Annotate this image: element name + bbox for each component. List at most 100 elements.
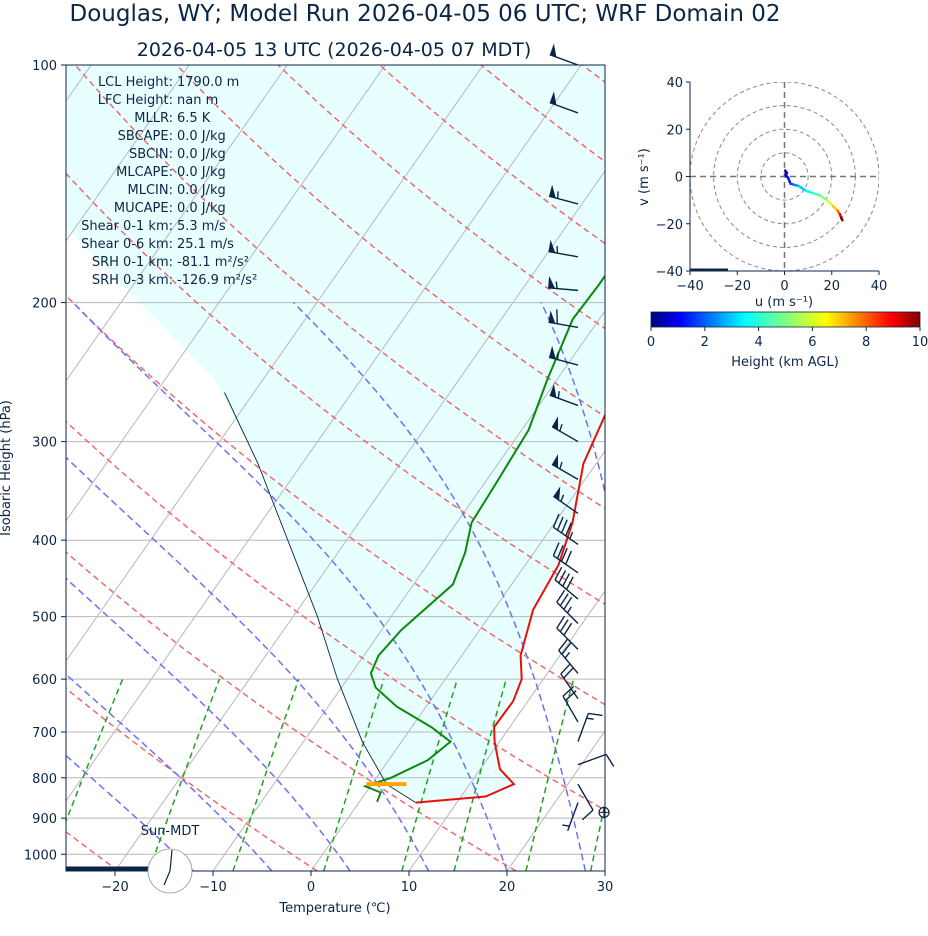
barb-staff — [577, 753, 607, 766]
y-tick-label: 1000 — [24, 848, 57, 863]
isotherm-line — [506, 730, 605, 871]
barb-flag — [549, 91, 557, 106]
wind-barb — [577, 783, 594, 821]
barb-flag — [548, 275, 556, 289]
barb-full — [605, 754, 615, 767]
wind-barb — [551, 454, 579, 481]
parcel-profile-line — [224, 392, 416, 803]
wind-barb — [548, 239, 579, 258]
barb-half — [569, 531, 574, 539]
stat-value: 0.0 J/kg — [177, 147, 226, 162]
barb-full — [556, 516, 564, 531]
stat-label: LCL Height: — [98, 75, 173, 90]
barb-staff — [577, 783, 594, 811]
barb-flag — [549, 184, 556, 199]
hodograph-y-tick-label: 0 — [675, 171, 683, 186]
isotherm-line — [703, 65, 928, 871]
y-tick-label: 400 — [32, 534, 57, 549]
barb-full — [588, 712, 603, 717]
stat-value: 1790.0 m — [177, 75, 239, 90]
stat-label: LFC Height: — [98, 93, 173, 108]
stat-label: SRH 0-1 km: — [92, 255, 173, 270]
wind-barb — [549, 383, 579, 407]
y-tick-label: 700 — [32, 726, 57, 741]
hodograph-y-tick-label: 40 — [666, 76, 683, 91]
barb-half — [559, 461, 563, 470]
isobar-lines — [66, 65, 605, 855]
mixing-ratio-line — [66, 678, 124, 824]
barb-staff — [552, 495, 579, 515]
dry-adiabat-line — [66, 551, 517, 871]
stat-value: 0.0 J/kg — [177, 165, 226, 180]
y-tick-label: 600 — [32, 673, 57, 688]
barb-flag — [548, 239, 556, 253]
height-colorbar: 0 2 4 6 8 10 Height (km AGL) — [647, 311, 928, 370]
hodograph-y-tick-label: 20 — [666, 123, 683, 138]
isotherm-line — [114, 170, 605, 871]
isotherm-line — [310, 450, 605, 871]
stat-label: Shear 0-6 km: — [81, 237, 173, 252]
colorbar-tick-label: 6 — [808, 335, 816, 350]
barb-full — [565, 576, 574, 590]
barb-full — [563, 596, 573, 610]
wind-barb — [562, 685, 579, 723]
barb-full — [581, 809, 594, 821]
wind-barb — [552, 486, 579, 515]
barb-flag — [549, 383, 557, 398]
figure-subtitle: 2026-04-05 13 UTC (2026-04-05 07 MDT) — [137, 39, 532, 61]
dry-adiabat-line — [581, 65, 605, 84]
dry-adiabat-line — [176, 65, 605, 418]
barb-staff — [551, 425, 579, 443]
sun-clock-label: Sun-MDT — [141, 824, 200, 839]
stat-label: Shear 0-1 km: — [81, 219, 173, 234]
isotherm-line — [66, 65, 190, 242]
moist-adiabat-line — [540, 302, 605, 496]
clock-minute-hand — [169, 849, 173, 872]
colorbar-tick-label: 8 — [862, 335, 870, 350]
barb-full — [554, 566, 563, 581]
barb-half — [564, 652, 571, 659]
wind-barb — [560, 663, 579, 700]
hodograph-segment — [797, 184, 808, 192]
x-tick-label: 0 — [307, 880, 315, 895]
hodograph-y-label: v (m s⁻¹) — [637, 148, 652, 206]
barb-flag — [549, 43, 557, 58]
stat-label: SBCIN: — [129, 147, 173, 162]
stat-value: -126.9 m²/s² — [177, 273, 257, 288]
barb-full — [558, 638, 569, 651]
colorbar-label: Height (km AGL) — [731, 355, 839, 370]
moist-adiabat-line — [66, 754, 194, 871]
moist-adiabats — [66, 302, 605, 871]
stat-label: MUCAPE: — [114, 201, 173, 216]
barb-full — [563, 667, 574, 679]
stats-panel: LCL Height: LFC Height: MLLR: SBCAPE: SBCIN:… — [81, 75, 257, 288]
stat-label: MLCAPE: — [116, 165, 173, 180]
skewt-y-axis-label: Isobaric Height (hPa) — [0, 400, 14, 536]
dewpoint-profile-line — [362, 274, 605, 803]
barb-staff — [552, 555, 579, 574]
wind-barb — [552, 513, 579, 546]
skewt-x-axis-label: Temperature (℃) — [278, 901, 390, 916]
hodograph: −40 −20 0 20 40 −40 −20 0 20 40 u (m s⁻¹) v (m s⁻… — [637, 76, 887, 310]
moist-adiabat-line — [66, 673, 273, 871]
hodograph-segment — [818, 194, 829, 202]
barb-full — [556, 309, 559, 324]
hodograph-y-tick-label: −20 — [656, 218, 683, 233]
skewt-plot-area — [66, 65, 928, 871]
mixing-ratio-line — [401, 678, 459, 871]
stat-value: 25.1 m/s — [177, 237, 234, 252]
isotherm-line — [212, 310, 605, 871]
stat-value: 0.0 J/kg — [177, 129, 226, 144]
x-tick-label: 10 — [401, 880, 418, 895]
wind-barbs — [548, 43, 615, 832]
barb-full — [565, 550, 572, 565]
barb-flag — [552, 454, 559, 468]
y-tick-label: 100 — [32, 59, 57, 74]
sun-clock: Sun-MDT — [141, 824, 200, 894]
barb-half — [555, 281, 558, 289]
wind-barb — [549, 43, 579, 66]
wind-barb — [551, 416, 579, 443]
isotherm-line — [66, 65, 582, 802]
x-tick-label: −20 — [101, 880, 128, 895]
